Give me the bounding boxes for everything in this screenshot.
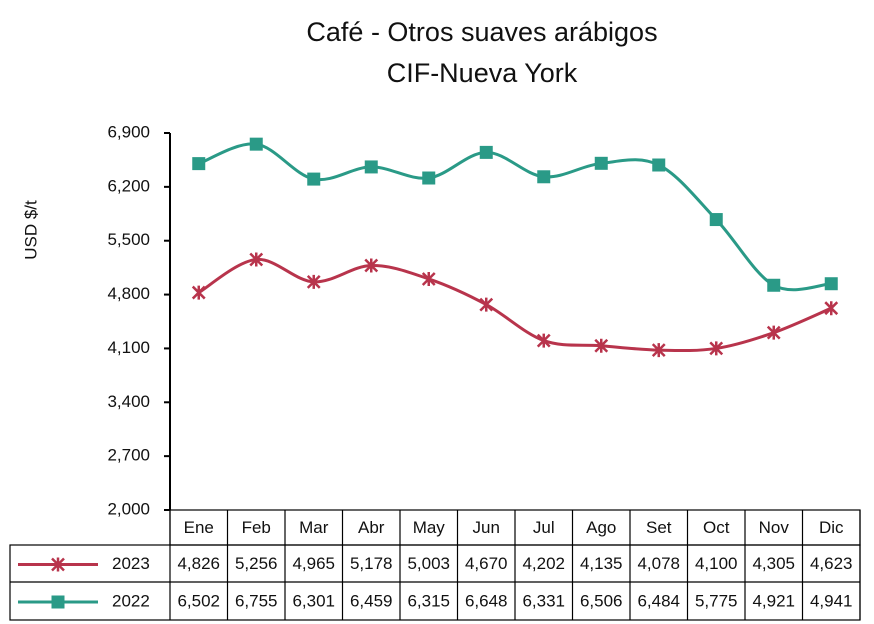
- y-tick-label: 6,900: [107, 122, 150, 141]
- table-cell: 5,003: [407, 554, 450, 573]
- table-cell: 6,648: [465, 591, 508, 610]
- table-cell: 4,305: [752, 554, 795, 573]
- legend-label: 2022: [112, 591, 150, 610]
- x-tick-label: Jun: [473, 518, 500, 537]
- y-tick-label: 6,200: [107, 176, 150, 195]
- x-tick-label: Feb: [242, 518, 271, 537]
- line: [197, 257, 832, 353]
- table-cell: 5,256: [235, 554, 278, 573]
- x-tick-label: Jul: [533, 518, 555, 537]
- x-tick-label: May: [413, 518, 446, 537]
- x-tick-label: Nov: [759, 518, 790, 537]
- table-cell: 6,484: [637, 591, 680, 610]
- marker: [824, 301, 839, 316]
- y-tick-label: 4,100: [107, 338, 150, 357]
- table-cell: 4,670: [465, 554, 508, 573]
- table-cell: 6,459: [350, 591, 393, 610]
- x-tick-label: Ene: [184, 518, 214, 537]
- marker: [651, 343, 666, 358]
- marker: [594, 156, 608, 170]
- y-tick-label: 2,000: [107, 499, 150, 518]
- marker: [192, 157, 206, 171]
- marker: [709, 341, 724, 356]
- line: [198, 142, 832, 292]
- marker: [421, 271, 436, 286]
- table-cell: 5,178: [350, 554, 393, 573]
- marker: [652, 158, 666, 172]
- table-cell: 4,826: [177, 554, 220, 573]
- table-cell: 6,315: [407, 591, 450, 610]
- table-cell: 5,775: [695, 591, 738, 610]
- chart-title: Café - Otros suaves arábigos: [306, 17, 657, 47]
- table-cell: 4,202: [522, 554, 565, 573]
- table-cell: 6,301: [292, 591, 335, 610]
- marker: [479, 297, 494, 312]
- table-cell: 6,755: [235, 591, 278, 610]
- marker: [306, 274, 321, 289]
- legend-marker: [51, 595, 65, 609]
- marker: [537, 170, 551, 184]
- x-tick-label: Mar: [299, 518, 329, 537]
- marker: [191, 285, 206, 300]
- marker: [479, 145, 493, 159]
- x-tick-label: Abr: [358, 518, 385, 537]
- x-tick-label: Oct: [703, 518, 730, 537]
- marker: [766, 325, 781, 340]
- marker: [249, 137, 263, 151]
- marker: [594, 338, 609, 353]
- marker: [767, 278, 781, 292]
- table-cell: 4,965: [292, 554, 335, 573]
- table-cell: 4,921: [752, 591, 795, 610]
- table-cell: 6,506: [580, 591, 623, 610]
- chart-title: CIF-Nueva York: [387, 58, 578, 88]
- legend-label: 2023: [112, 554, 150, 573]
- table-cell: 6,331: [522, 591, 565, 610]
- table-cell: 4,941: [810, 591, 853, 610]
- marker: [824, 277, 838, 291]
- table-cell: 4,135: [580, 554, 623, 573]
- legend-marker: [51, 557, 65, 572]
- marker: [709, 213, 723, 227]
- y-axis-label: USD $/t: [21, 200, 40, 260]
- table-cell: 4,623: [810, 554, 853, 573]
- marker: [307, 172, 321, 186]
- x-tick-label: Dic: [819, 518, 844, 537]
- x-tick-label: Set: [646, 518, 672, 537]
- y-tick-label: 4,800: [107, 284, 150, 303]
- table-cell: 6,502: [177, 591, 220, 610]
- y-tick-label: 2,700: [107, 446, 150, 465]
- marker: [364, 258, 379, 273]
- marker: [536, 333, 551, 348]
- table-cell: 4,100: [695, 554, 738, 573]
- marker: [422, 171, 436, 185]
- y-tick-label: 5,500: [107, 230, 150, 249]
- marker: [249, 252, 264, 267]
- x-tick-label: Ago: [586, 518, 616, 537]
- y-tick-label: 3,400: [107, 392, 150, 411]
- table-cell: 4,078: [637, 554, 680, 573]
- marker: [364, 160, 378, 174]
